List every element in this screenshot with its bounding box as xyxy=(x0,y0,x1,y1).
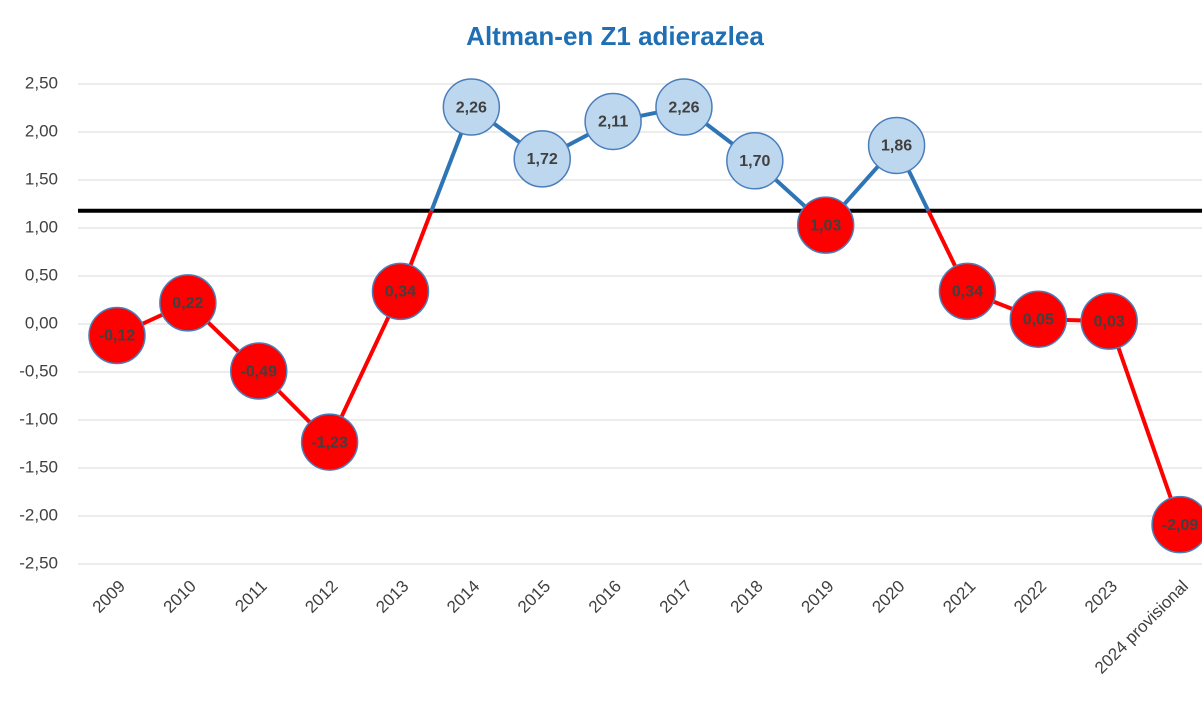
data-label: -0,12 xyxy=(99,328,136,345)
y-tick-label: -1,50 xyxy=(19,457,58,476)
marker xyxy=(229,342,288,400)
data-label: 2,26 xyxy=(668,99,699,116)
data-label: 2,11 xyxy=(598,114,628,131)
marker xyxy=(88,306,146,365)
line-segment xyxy=(1107,320,1182,526)
data-label: 0,03 xyxy=(1094,313,1125,330)
data-label: 2,26 xyxy=(456,99,487,116)
x-tick-label: 2016 xyxy=(585,577,625,617)
data-label: 0,34 xyxy=(952,284,983,301)
x-tick-label: 2012 xyxy=(301,577,341,617)
x-tick-label: 2009 xyxy=(89,577,129,617)
data-label: 0,05 xyxy=(1023,311,1054,328)
y-tick-label: 0,50 xyxy=(25,265,58,284)
x-tick-label: 2023 xyxy=(1081,577,1121,617)
data-label: -0,49 xyxy=(241,363,278,380)
marker xyxy=(1151,495,1202,554)
data-label: 1,70 xyxy=(739,153,770,170)
marker xyxy=(159,274,217,332)
x-tick-label: 2022 xyxy=(1010,577,1050,617)
x-tick-label: 2010 xyxy=(160,577,200,617)
x-tick-label: 2018 xyxy=(727,577,767,617)
data-label: 1,72 xyxy=(527,151,558,168)
x-tick-label: 2014 xyxy=(443,577,483,617)
x-tick-label: 2021 xyxy=(939,577,979,617)
marker xyxy=(726,132,784,190)
marker xyxy=(300,413,359,471)
y-tick-label: -2,00 xyxy=(19,505,58,524)
marker xyxy=(655,78,713,136)
marker xyxy=(513,130,571,188)
marker xyxy=(1080,292,1138,350)
y-tick-label: 0,00 xyxy=(25,313,58,332)
data-label: 1,86 xyxy=(881,138,912,155)
x-tick-label: 2011 xyxy=(231,577,270,616)
marker xyxy=(796,196,855,254)
data-label: 0,34 xyxy=(385,284,416,301)
y-tick-label: 2,00 xyxy=(25,121,58,140)
data-label: 0,22 xyxy=(172,295,203,312)
data-label: 1,03 xyxy=(810,217,841,234)
marker xyxy=(1009,290,1068,348)
data-label: -1,23 xyxy=(311,434,348,451)
marker xyxy=(867,116,926,175)
x-tick-label: 2019 xyxy=(798,577,838,617)
marker xyxy=(442,78,501,136)
chart-title: Altman-en Z1 adierazlea xyxy=(466,21,764,51)
x-tick-label: 2013 xyxy=(372,577,412,617)
y-tick-label: 1,00 xyxy=(25,217,58,236)
x-tick-label: 2015 xyxy=(514,577,554,617)
marker xyxy=(938,262,997,321)
x-tick-label: 2017 xyxy=(656,577,696,617)
y-tick-label: 1,50 xyxy=(25,169,58,188)
marker xyxy=(371,262,430,321)
y-tick-label: -1,00 xyxy=(19,409,58,428)
x-tick-label: 2020 xyxy=(868,577,908,617)
data-label: -2,09 xyxy=(1162,517,1199,534)
marker xyxy=(584,92,642,151)
y-tick-label: 2,50 xyxy=(25,73,58,92)
y-tick-label: -2,50 xyxy=(19,553,58,572)
y-tick-label: -0,50 xyxy=(19,361,58,380)
